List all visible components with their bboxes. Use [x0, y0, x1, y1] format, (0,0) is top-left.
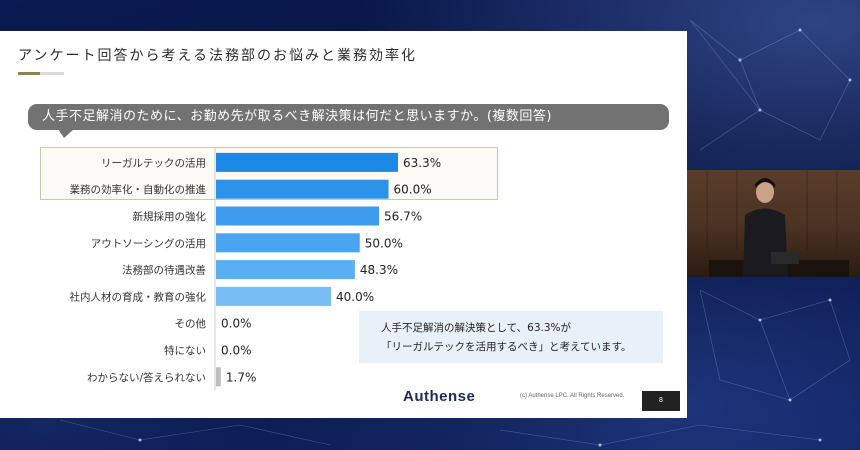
- title-underline: [40, 72, 64, 75]
- category-label: 社内人材の育成・教育の強化: [70, 290, 207, 303]
- presentation-slide: アンケート回答から考える法務部のお悩みと業務効率化 人手不足解消のために、お勤め…: [0, 31, 687, 418]
- category-label: わからない/答えられない: [87, 371, 206, 384]
- bar: [216, 286, 332, 306]
- speech-bubble-tail: [58, 129, 74, 138]
- speaker-figure: [706, 170, 849, 277]
- data-label: 56.7%: [384, 210, 422, 224]
- category-label: その他: [175, 317, 207, 330]
- category-label: 業務の効率化・自動化の推進: [70, 183, 207, 196]
- speaker-video: [687, 170, 860, 277]
- page-number: 8: [642, 391, 680, 411]
- category-label: 特にない: [164, 345, 206, 357]
- bar: [216, 179, 389, 199]
- category-label: アウトソーシングの活用: [91, 237, 206, 250]
- authense-logo: Authense: [403, 388, 476, 405]
- bar: [216, 367, 221, 387]
- data-label: 50.0%: [365, 236, 403, 250]
- category-label: 法務部の待遇改善: [122, 264, 206, 277]
- callout-line-1: 人手不足解消の解決策として、63.3%が: [381, 322, 572, 334]
- category-label: 新規採用の強化: [133, 210, 207, 223]
- summary-callout: 人手不足解消の解決策として、63.3%が 「リーガルテックを活用するべき」と考え…: [359, 311, 663, 363]
- bar: [216, 152, 398, 172]
- data-label: 63.3%: [403, 156, 441, 170]
- category-label: リーガルテックの活用: [101, 157, 206, 169]
- copyright-text: (c) Authense LPC. All Rights Reserved.: [520, 393, 625, 399]
- bar-chart: リーガルテックの活用 63.3% 業務の効率化・自動化の推進 60.0% 新規採用の強化…: [70, 147, 441, 391]
- data-label: 0.0%: [221, 344, 252, 358]
- data-label: 1.7%: [226, 370, 256, 384]
- data-label: 40.0%: [336, 290, 374, 304]
- bar: [216, 260, 355, 280]
- data-label: 48.3%: [360, 263, 398, 277]
- bar: [216, 206, 380, 226]
- slide-title: アンケート回答から考える法務部のお悩みと業務効率化: [18, 48, 418, 64]
- callout-line-2: 「リーガルテックを活用するべき」と考えています。: [381, 341, 632, 353]
- title-underline-accent: [18, 72, 40, 75]
- data-label: 0.0%: [221, 317, 252, 331]
- survey-question: 人手不足解消のために、お勤め先が取るべき解決策は何だと思いますか。(複数回答): [28, 104, 669, 130]
- data-label: 60.0%: [394, 183, 432, 197]
- bar: [216, 233, 360, 253]
